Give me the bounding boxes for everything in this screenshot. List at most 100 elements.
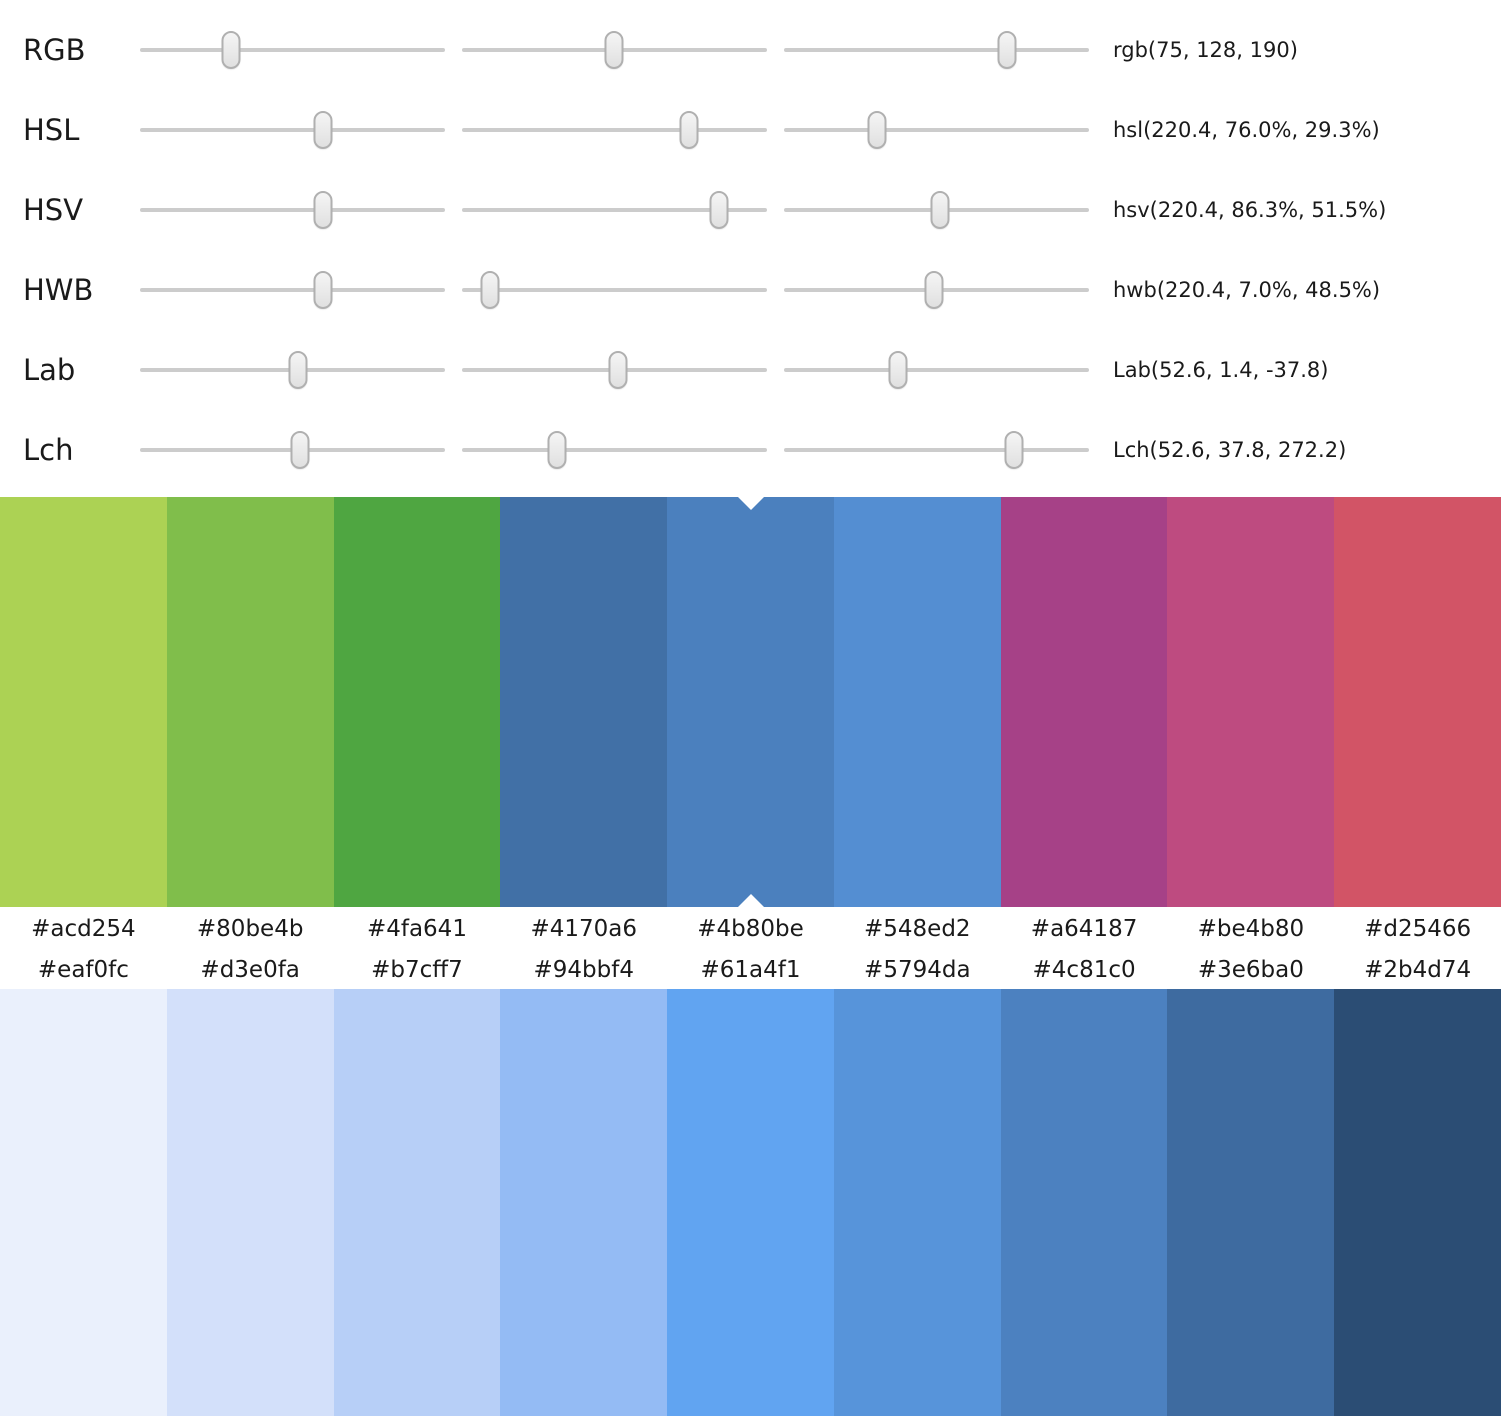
hue-swatch-4[interactable] [500, 497, 668, 907]
scale-swatch-9[interactable] [1334, 989, 1501, 1416]
hue-swatch-5[interactable] [667, 497, 834, 907]
lch-sliders [140, 428, 1089, 472]
hwb-slider-track-2[interactable] [462, 288, 767, 292]
hue-swatch-1[interactable] [0, 497, 167, 907]
hue-swatch-9[interactable] [1334, 497, 1501, 907]
hsl-slider-track-1[interactable] [140, 128, 445, 132]
scale-swatch-hex-label-5: #61a4f1 [700, 957, 801, 983]
colorspace-label-hsv: HSV [23, 193, 84, 227]
hue-palette [0, 497, 1501, 907]
slider-row-hwb: HWB hwb(220.4, 7.0%, 48.5%) [0, 250, 1501, 330]
hwb-slider-thumb-3[interactable] [924, 271, 944, 309]
hsv-slider-thumb-1[interactable] [313, 191, 333, 229]
hwb-slider-thumb-2[interactable] [480, 271, 500, 309]
hsv-slider-2[interactable] [462, 188, 767, 232]
rgb-sliders [140, 28, 1089, 72]
rgb-slider-thumb-3[interactable] [997, 31, 1017, 69]
hue-swatch-2[interactable] [166, 497, 334, 907]
hsv-slider-track-2[interactable] [462, 208, 767, 212]
hue-swatch-8[interactable] [1167, 497, 1335, 907]
rgb-slider-track-1[interactable] [140, 48, 445, 52]
lab-slider-2[interactable] [462, 348, 767, 392]
hsv-slider-3[interactable] [784, 188, 1089, 232]
hsv-slider-thumb-2[interactable] [709, 191, 729, 229]
lab-slider-1[interactable] [140, 348, 445, 392]
slider-rows: RGB rgb(75, 128, 190) HSL hsl(220.4, 76.0%,… [0, 0, 1501, 497]
lch-slider-1[interactable] [140, 428, 445, 472]
lightness-scale-labels: #eaf0fc #d3e0fa #b7cff7 #94bbf4 #61a4f1 #5794… [0, 951, 1501, 989]
hsl-slider-track-3[interactable] [784, 128, 1089, 132]
colorspace-label-hsl: HSL [23, 113, 80, 147]
hsv-slider-thumb-3[interactable] [930, 191, 950, 229]
lab-slider-thumb-3[interactable] [888, 351, 908, 389]
hue-swatch-hex-label-7: #a64187 [1030, 916, 1138, 942]
lab-value-text: Lab(52.6, 1.4, -37.8) [1113, 358, 1329, 382]
lab-slider-track-3[interactable] [784, 368, 1089, 372]
hwb-slider-3[interactable] [784, 268, 1089, 312]
scale-swatch-2[interactable] [166, 989, 334, 1416]
scale-swatch-4[interactable] [500, 989, 668, 1416]
hue-swatch-hex-label-9: #d25466 [1364, 916, 1472, 942]
hsl-slider-2[interactable] [462, 108, 767, 152]
scale-swatch-hex-label-7: #4c81c0 [1032, 957, 1136, 983]
colorspace-label-hwb: HWB [23, 273, 94, 307]
hsv-slider-1[interactable] [140, 188, 445, 232]
hsv-value-text: hsv(220.4, 86.3%, 51.5%) [1113, 198, 1387, 222]
hue-swatch-6[interactable] [833, 497, 1001, 907]
scale-swatch-1[interactable] [0, 989, 167, 1416]
lch-slider-2[interactable] [462, 428, 767, 472]
rgb-slider-thumb-1[interactable] [221, 31, 241, 69]
hwb-value-text: hwb(220.4, 7.0%, 48.5%) [1113, 278, 1381, 302]
scale-swatch-hex-label-6: #5794da [864, 957, 971, 983]
scale-swatch-7[interactable] [1000, 989, 1168, 1416]
hue-swatch-hex-label-4: #4170a6 [530, 916, 637, 942]
hsl-value-text: hsl(220.4, 76.0%, 29.3%) [1113, 118, 1380, 142]
hue-swatch-3[interactable] [333, 497, 501, 907]
hsl-sliders [140, 108, 1089, 152]
slider-row-lab: Lab Lab(52.6, 1.4, -37.8) [0, 330, 1501, 410]
lab-sliders [140, 348, 1089, 392]
hue-swatch-hex-label-5: #4b80be [697, 916, 804, 942]
hsl-slider-thumb-1[interactable] [313, 111, 333, 149]
rgb-slider-3[interactable] [784, 28, 1089, 72]
rgb-slider-track-3[interactable] [784, 48, 1089, 52]
hsl-slider-track-2[interactable] [462, 128, 767, 132]
colorspace-label-rgb: RGB [23, 33, 86, 67]
hsl-slider-1[interactable] [140, 108, 445, 152]
hsv-slider-track-1[interactable] [140, 208, 445, 212]
scale-swatch-3[interactable] [333, 989, 501, 1416]
lch-slider-thumb-2[interactable] [547, 431, 567, 469]
rgb-slider-thumb-2[interactable] [604, 31, 624, 69]
hwb-slider-track-1[interactable] [140, 288, 445, 292]
lch-slider-thumb-3[interactable] [1004, 431, 1024, 469]
scale-swatch-8[interactable] [1167, 989, 1335, 1416]
rgb-slider-2[interactable] [462, 28, 767, 72]
slider-row-hsv: HSV hsv(220.4, 86.3%, 51.5%) [0, 170, 1501, 250]
slider-row-rgb: RGB rgb(75, 128, 190) [0, 10, 1501, 90]
lch-slider-3[interactable] [784, 428, 1089, 472]
lch-slider-thumb-1[interactable] [290, 431, 310, 469]
lch-slider-track-3[interactable] [784, 448, 1089, 452]
hwb-slider-1[interactable] [140, 268, 445, 312]
hwb-slider-thumb-1[interactable] [313, 271, 333, 309]
lch-slider-track-2[interactable] [462, 448, 767, 452]
scale-swatch-hex-label-1: #eaf0fc [37, 957, 129, 983]
scale-swatch-5[interactable] [667, 989, 834, 1416]
hue-swatch-hex-label-3: #4fa641 [366, 916, 467, 942]
hue-swatch-7[interactable] [1000, 497, 1168, 907]
scale-swatch-hex-label-3: #b7cff7 [371, 957, 463, 983]
colorspace-label-lab: Lab [23, 353, 76, 387]
scale-swatch-hex-label-9: #2b4d74 [1364, 957, 1472, 983]
lab-slider-3[interactable] [784, 348, 1089, 392]
hwb-slider-2[interactable] [462, 268, 767, 312]
hsl-slider-thumb-2[interactable] [679, 111, 699, 149]
scale-swatch-6[interactable] [833, 989, 1001, 1416]
lch-value-text: Lch(52.6, 37.8, 272.2) [1113, 438, 1347, 462]
rgb-slider-1[interactable] [140, 28, 445, 72]
hsl-slider-3[interactable] [784, 108, 1089, 152]
lab-slider-thumb-2[interactable] [608, 351, 628, 389]
lab-slider-thumb-1[interactable] [288, 351, 308, 389]
slider-row-hsl: HSL hsl(220.4, 76.0%, 29.3%) [0, 90, 1501, 170]
hsl-slider-thumb-3[interactable] [867, 111, 887, 149]
